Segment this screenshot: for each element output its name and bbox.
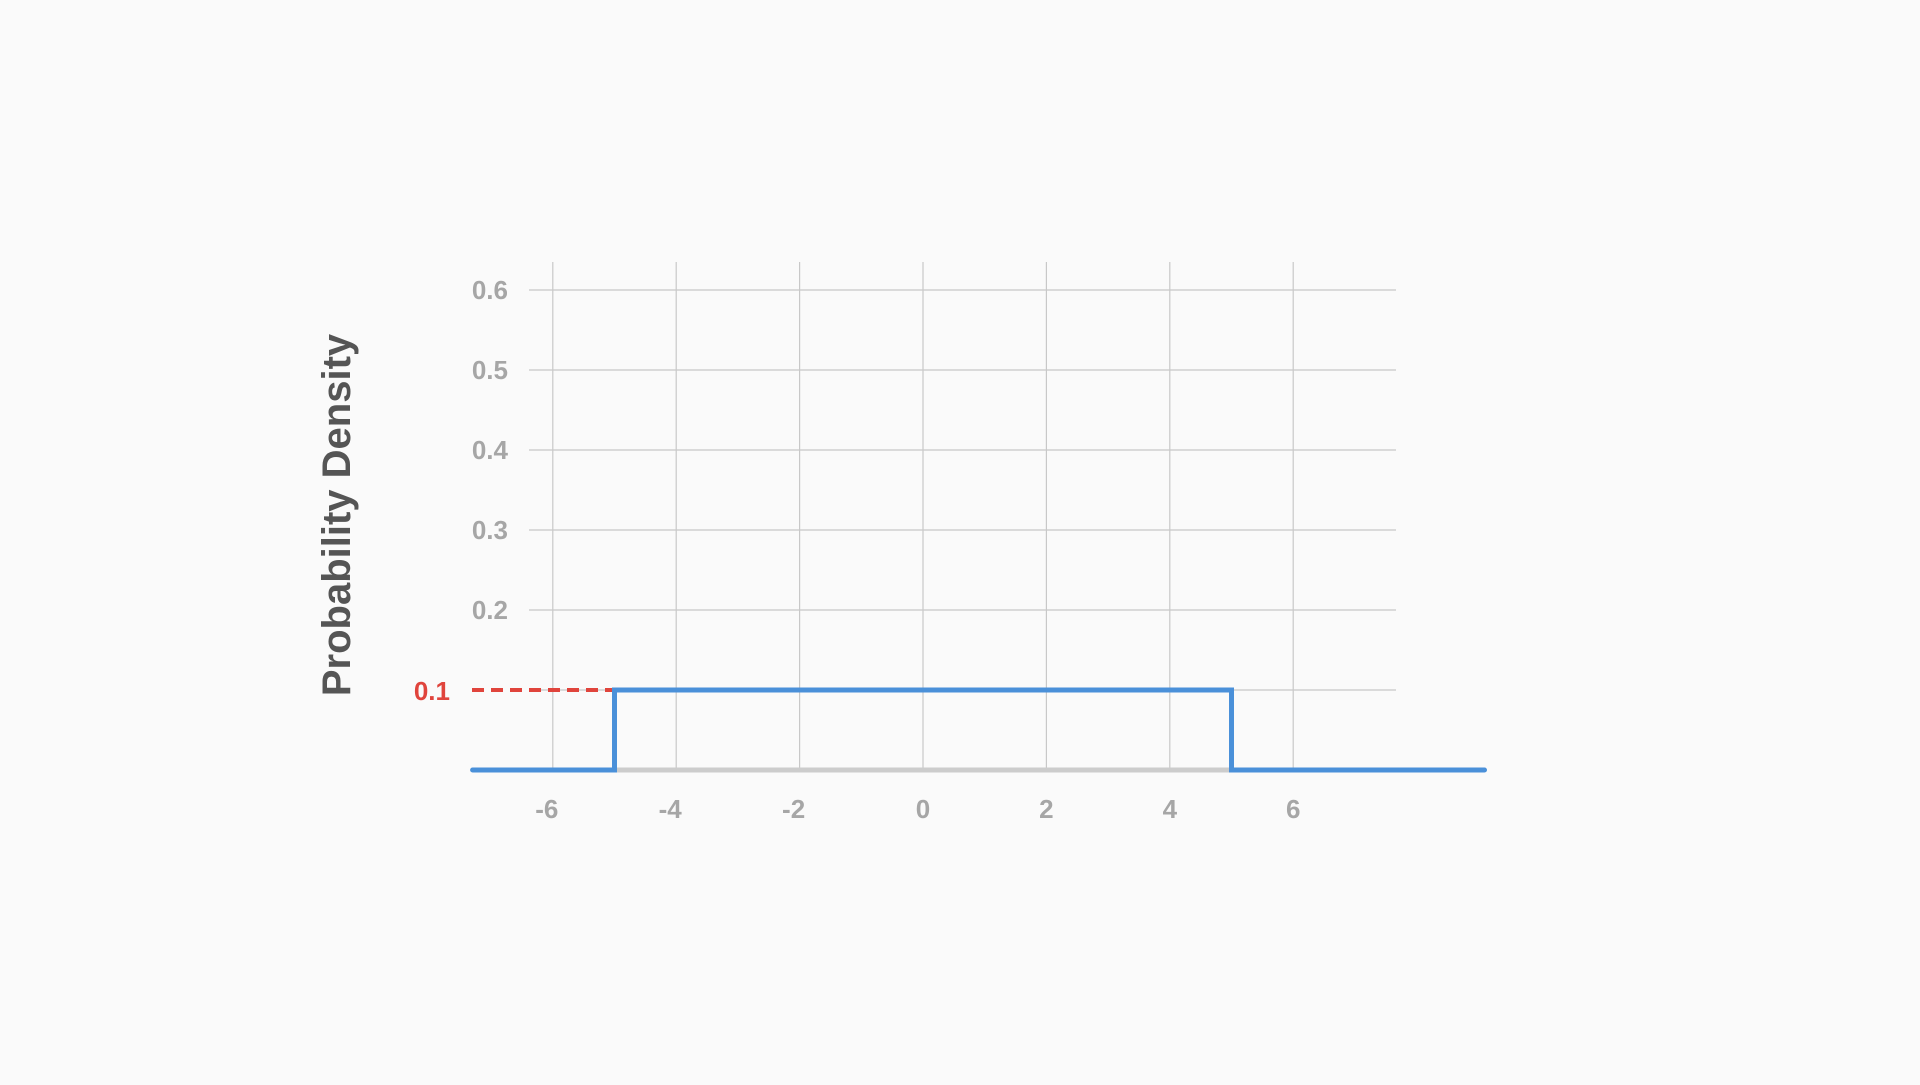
reference-line-label: 0.1 [414,676,450,706]
y-tick-label: 0.2 [472,595,508,625]
grid-lines [529,262,1396,770]
x-tick-label: 2 [1039,794,1053,824]
y-tick-label: 0.4 [472,435,509,465]
x-tick-label: 6 [1286,794,1300,824]
x-tick-label: 4 [1163,794,1178,824]
x-tick-labels: -6 -4 -2 0 2 4 6 [535,794,1300,824]
series-group [470,687,1487,773]
y-tick-label: 0.5 [472,355,508,385]
x-tick-label: -2 [782,794,805,824]
uniform-density-line [470,687,1487,773]
y-axis-label: Probability Density [315,333,359,696]
y-tick-labels: 0.2 0.3 0.4 0.5 0.6 [472,275,509,625]
x-tick-label: -6 [535,794,558,824]
y-tick-label: 0.6 [472,275,508,305]
x-tick-label: 0 [916,794,930,824]
y-tick-label: 0.3 [472,515,508,545]
x-tick-label: -4 [659,794,683,824]
